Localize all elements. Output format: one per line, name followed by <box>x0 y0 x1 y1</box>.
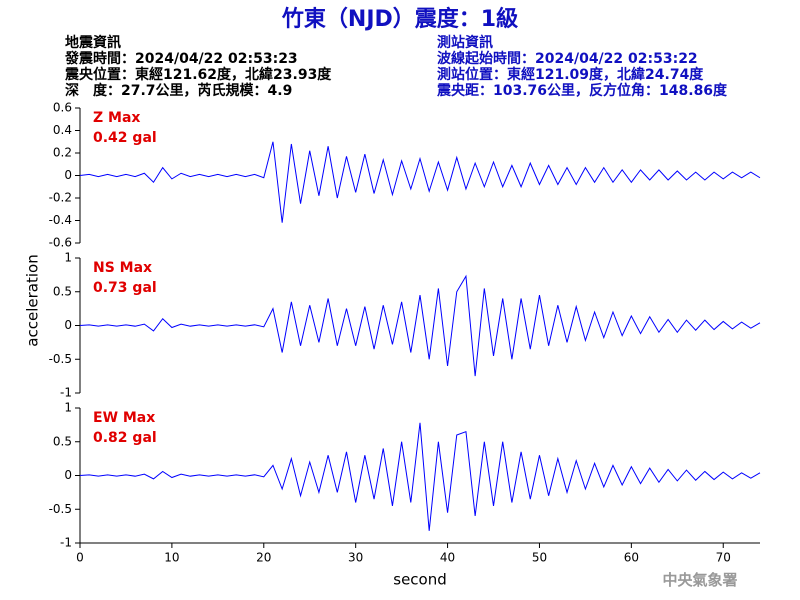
waveform <box>79 141 761 223</box>
x-tick-label: 0 <box>76 551 84 565</box>
x-tick-label: 70 <box>716 551 731 565</box>
annotation: 0.73 gal <box>93 280 157 296</box>
info-line: 波線起始時間：2024/04/22 02:53:22 <box>437 50 698 67</box>
info-line: 測站資訊 <box>437 34 493 51</box>
waveform <box>79 422 761 531</box>
annotation: 0.42 gal <box>93 130 157 146</box>
waveform <box>79 274 761 377</box>
info-line: 深 度：27.7公里，芮氏規模：4.9 <box>65 82 292 99</box>
y-tick-label: 0 <box>64 318 72 332</box>
info-line: 發震時間：2024/04/22 02:53:23 <box>64 50 298 67</box>
info-line: 測站位置：東經121.09度，北緯24.74度 <box>437 66 704 83</box>
annotation: NS Max <box>93 260 152 276</box>
y-tick-label: -0.5 <box>49 352 72 366</box>
watermark: 中央氣象署 <box>662 571 737 589</box>
info-line: 震央位置：東經121.62度，北緯23.93度 <box>64 66 332 83</box>
x-tick-label: 40 <box>440 551 455 565</box>
y-axis-label: acceleration <box>24 254 42 346</box>
annotation: Z Max <box>93 110 140 126</box>
y-tick-label: 0.2 <box>53 146 72 160</box>
y-tick-label: 0 <box>64 168 72 182</box>
y-tick-label: 1 <box>64 401 72 415</box>
annotation: 0.82 gal <box>93 430 157 446</box>
y-tick-label: 0.6 <box>53 101 72 115</box>
y-tick-label: 1 <box>64 251 72 265</box>
info-line: 地震資訊 <box>65 34 121 51</box>
x-tick-label: 60 <box>624 551 639 565</box>
x-tick-label: 30 <box>348 551 363 565</box>
y-tick-label: 0 <box>64 468 72 482</box>
x-axis-label: second <box>393 571 447 589</box>
y-tick-label: 0.5 <box>53 434 72 448</box>
y-tick-label: 0.4 <box>53 123 72 137</box>
y-tick-label: -0.2 <box>49 191 72 205</box>
x-tick-label: 20 <box>256 551 271 565</box>
info-line: 震央距：103.76公里，反方位角：148.86度 <box>436 82 728 99</box>
annotation: EW Max <box>93 410 155 426</box>
x-tick-label: 50 <box>532 551 547 565</box>
y-tick-label: -0.6 <box>49 236 72 250</box>
y-tick-label: -0.5 <box>49 502 72 516</box>
y-tick-label: -1 <box>60 386 72 400</box>
y-tick-label: -1 <box>60 536 72 550</box>
y-tick-label: 0.5 <box>53 284 72 298</box>
chart-title: 竹東（NJD）震度：1級 <box>281 6 518 32</box>
x-tick-label: 10 <box>164 551 179 565</box>
y-tick-label: -0.4 <box>49 213 72 227</box>
